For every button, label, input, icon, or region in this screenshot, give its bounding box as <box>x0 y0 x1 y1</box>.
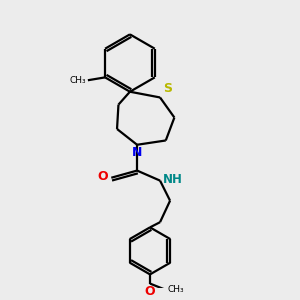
Text: CH₃: CH₃ <box>167 285 184 294</box>
Text: NH: NH <box>163 173 183 186</box>
Text: N: N <box>132 146 142 159</box>
Text: CH₃: CH₃ <box>70 76 86 85</box>
Text: O: O <box>145 285 155 298</box>
Text: O: O <box>97 170 108 183</box>
Text: S: S <box>164 82 172 95</box>
